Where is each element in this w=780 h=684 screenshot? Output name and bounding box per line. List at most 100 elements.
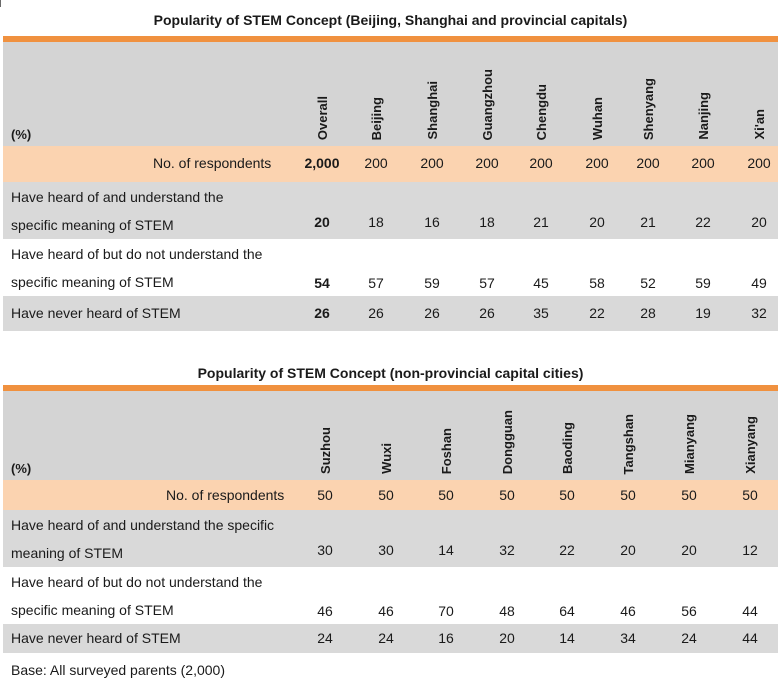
unit-label: (%) (11, 127, 32, 142)
cell-value: 49 (751, 275, 767, 291)
cell-value: 12 (742, 542, 758, 558)
respondents-value: 50 (681, 487, 697, 503)
cell-value: 44 (742, 603, 758, 619)
stem-table-non-capitals: Popularity of STEM Concept (non-provinci… (3, 355, 778, 653)
cell-value: 14 (438, 542, 454, 558)
table-row: Have never heard of STEM 24 24 16 20 14 34 24 4… (3, 624, 778, 653)
row-label-line2: specific meaning of STEM (11, 274, 174, 290)
cell-value: 30 (317, 542, 333, 558)
cell-value: 18 (479, 214, 495, 230)
cell-value: 57 (368, 275, 384, 291)
cell-value: 35 (533, 305, 549, 321)
cell-value: 16 (438, 630, 454, 646)
column-header: Xi'an (734, 42, 780, 146)
respondents-value: 200 (747, 155, 771, 171)
cell-value: 21 (533, 214, 549, 230)
respondents-value: 50 (499, 487, 515, 503)
base-note: Base: All surveyed parents (2,000) (11, 662, 226, 678)
respondents-value: 200 (420, 155, 444, 171)
column-header-label: Overall (314, 95, 330, 140)
cell-value: 46 (317, 603, 333, 619)
row-label-line1: Have heard of and understand the (11, 189, 224, 205)
column-header-label: Xianyang (742, 416, 758, 474)
table-title: Popularity of STEM Concept (non-provinci… (197, 365, 584, 381)
cell-value: 26 (368, 305, 384, 321)
column-header-label: Foshan (438, 427, 454, 474)
column-header-label: Wuxi (378, 443, 394, 474)
row-label-line1: Have heard of but do not understand the (11, 574, 263, 590)
column-header: Foshan (421, 391, 471, 480)
respondents-value: 50 (559, 487, 575, 503)
column-header-label: Shenyang (640, 77, 656, 140)
cell-value: 26 (479, 305, 495, 321)
column-header: Wuhan (572, 42, 622, 146)
cell-value: 46 (378, 603, 394, 619)
column-header-label: Tangshan (620, 413, 636, 474)
row-label-line1: Have heard of and understand the specifi… (11, 517, 275, 533)
column-header-label: Mianyang (681, 414, 697, 474)
respondents-value: 200 (636, 155, 660, 171)
column-header: Dongguan (482, 391, 532, 480)
respondents-value: 50 (378, 487, 394, 503)
column-header-label: Beijing (368, 96, 384, 140)
respondents-value: 50 (317, 487, 333, 503)
cell-value: 20 (499, 630, 515, 646)
column-header-label: Wuhan (589, 96, 605, 140)
cell-value: 20 (751, 214, 767, 230)
row-label-line1: Have heard of but do not understand the (11, 246, 263, 262)
column-header-label: Chengdu (533, 83, 549, 140)
respondents-value: 50 (742, 487, 758, 503)
respondents-value: 200 (475, 155, 499, 171)
column-header-label: Nanjing (695, 92, 711, 140)
respondents-row: No. of respondents 2,000 200 200 200 200 200 2… (3, 146, 778, 182)
column-header: Guangzhou (462, 42, 512, 146)
cell-value: 32 (499, 542, 515, 558)
column-header-label: Baoding (559, 422, 575, 474)
column-header-label: Dongguan (499, 409, 515, 474)
table-header: (%) Overall Beijing Shanghai Guangzhou Cheng… (3, 42, 778, 146)
table-row: Have never heard of STEM 26 26 26 26 35 22 28 1… (3, 296, 778, 331)
column-header: Suzhou (300, 391, 350, 480)
unit-label: (%) (11, 461, 32, 476)
respondents-label: No. of respondents (166, 487, 285, 503)
cell-value: 64 (559, 603, 575, 619)
cell-value: 19 (695, 305, 711, 321)
table-header: (%) Suzhou Wuxi Foshan Dongguan Baoding Tangs… (3, 391, 778, 480)
row-label: Have never heard of STEM (11, 630, 181, 646)
table-row: Have heard of but do not understand the … (3, 567, 778, 624)
cell-value: 48 (499, 603, 515, 619)
column-header: Mianyang (664, 391, 714, 480)
stem-table-capitals: Popularity of STEM Concept (Beijing, Sha… (3, 0, 778, 331)
row-label-line2: specific meaning of STEM (11, 217, 174, 233)
cell-value: 20 (681, 542, 697, 558)
cell-value: 18 (368, 214, 384, 230)
table-row: Have heard of but do not understand the … (3, 239, 778, 296)
cell-value: 45 (533, 275, 549, 291)
respondents-value: 50 (438, 487, 454, 503)
cell-value: 57 (479, 275, 495, 291)
cell-value: 59 (695, 275, 711, 291)
cell-value: 70 (438, 603, 454, 619)
column-header: Chengdu (516, 42, 566, 146)
cell-value: 44 (742, 630, 758, 646)
column-header: Baoding (542, 391, 592, 480)
column-header: Wuxi (361, 391, 411, 480)
cell-value: 20 (589, 214, 605, 230)
cell-value: 34 (620, 630, 636, 646)
column-header-label: Guangzhou (479, 68, 495, 141)
table-row: Have heard of and understand the specifi… (3, 182, 778, 239)
column-header-label: Suzhou (317, 427, 333, 474)
respondents-value: 200 (529, 155, 553, 171)
row-label: Have never heard of STEM (11, 305, 181, 321)
column-header: Beijing (351, 42, 401, 146)
row-label-line2: meaning of STEM (11, 545, 124, 561)
cell-value: 20 (620, 542, 636, 558)
cell-value: 22 (559, 542, 575, 558)
cell-value: 30 (378, 542, 394, 558)
respondents-row: No. of respondents 50 50 50 50 50 50 50 50 (3, 480, 778, 510)
cell-value: 28 (640, 305, 656, 321)
cell-value: 52 (640, 275, 656, 291)
column-header: Shanghai (407, 42, 457, 146)
cell-value: 24 (681, 630, 697, 646)
cell-value: 22 (589, 305, 605, 321)
